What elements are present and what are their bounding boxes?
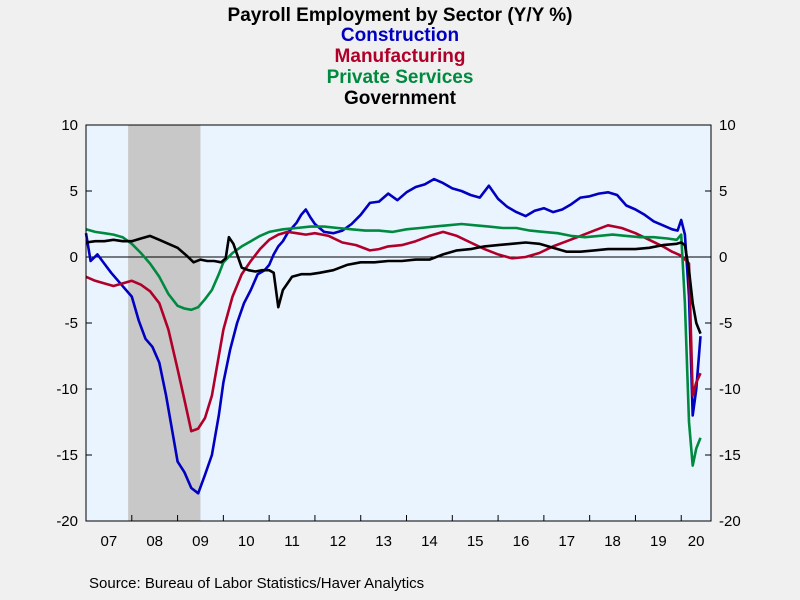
x-tick-label: 16 <box>513 533 530 550</box>
y-tick-label-right: -15 <box>719 447 741 464</box>
x-tick-label: 19 <box>650 533 667 550</box>
y-tick-label-left: -5 <box>65 315 78 332</box>
x-tick-label: 20 <box>688 533 705 550</box>
chart-title: Payroll Employment by Sector (Y/Y %) <box>227 5 573 26</box>
y-tick-label-left: -10 <box>56 381 78 398</box>
x-tick-label: 18 <box>604 533 621 550</box>
x-tick-label: 14 <box>421 533 438 550</box>
legend-label-government: Government <box>344 88 456 109</box>
x-tick-label: 09 <box>192 533 209 550</box>
y-tick-label-right: -5 <box>719 315 732 332</box>
x-tick-label: 12 <box>329 533 346 550</box>
x-tick-label: 08 <box>146 533 163 550</box>
series-line-manufacturing <box>85 224 702 433</box>
x-tick-label: 10 <box>238 533 255 550</box>
series-line-construction <box>84 177 702 495</box>
x-tick-label: 13 <box>375 533 392 550</box>
x-tick-label: 11 <box>284 533 300 550</box>
x-tick-label: 15 <box>467 533 484 550</box>
legend-label-manufacturing: Manufacturing <box>334 46 466 67</box>
y-tick-label-right: 0 <box>719 249 727 266</box>
y-tick-label-left: 10 <box>61 117 78 134</box>
series-line-government <box>85 234 702 335</box>
series-line-private-services <box>85 222 702 467</box>
legend-label-private-services: Private Services <box>326 67 474 88</box>
y-tick-label-right: -10 <box>719 381 741 398</box>
y-tick-label-left: -15 <box>56 447 78 464</box>
y-tick-label-right: -20 <box>719 513 741 530</box>
y-tick-label-right: 10 <box>719 117 736 134</box>
source-note: Source: Bureau of Labor Statistics/Haver… <box>89 575 425 592</box>
x-tick-label: 07 <box>101 533 118 550</box>
plot-frame <box>85 124 712 522</box>
y-tick-label-left: 5 <box>70 183 78 200</box>
y-tick-label-right: 5 <box>719 183 727 200</box>
y-tick-label-left: 0 <box>70 249 78 266</box>
x-tick-label: 17 <box>558 533 575 550</box>
y-tick-label-left: -20 <box>56 513 78 530</box>
legend-label-construction: Construction <box>340 25 460 46</box>
